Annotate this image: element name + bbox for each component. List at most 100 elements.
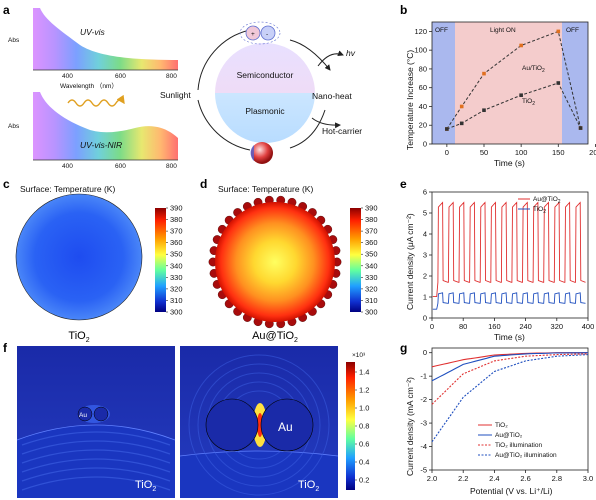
uv-vis-label: UV-vis — [80, 27, 105, 37]
plasmon-sphere-icon — [251, 142, 273, 164]
colorbar-ticks-f: 1.4 1.2 1.0 0.8 0.6 0.4 0.2 — [355, 368, 369, 485]
axes-g: 0 -1 -2 -3 -4 -52.0 2.2 2.4 2.6 2.8 3.0 — [420, 348, 593, 483]
ytick-label-g-3: -3 — [420, 419, 427, 428]
legend-au: Au@TiO2 — [533, 196, 561, 205]
tick-800-bottom: 800 — [166, 163, 177, 170]
colorbar-f-label-0: 1.4 — [359, 368, 369, 377]
series-point-b-1-2 — [482, 108, 486, 113]
colorbar-c — [155, 208, 166, 312]
xtick-label-b-3: 150 — [552, 148, 565, 157]
legend-g-0: TiO₂ — [495, 422, 508, 429]
wave-left-1 — [21, 440, 171, 455]
colorbar-f — [346, 362, 355, 490]
colorbar-d-label-5: 340 — [365, 261, 378, 270]
wave-right-3 — [197, 363, 321, 487]
hv-label: hv — [346, 48, 356, 58]
ytick-label-e-2: 2 — [423, 272, 427, 281]
xtick-label-g-2: 2.4 — [489, 474, 499, 483]
uv-vis-nir-label: UV-vis-NIR — [80, 140, 122, 150]
xtick-label-g-1: 2.2 — [458, 474, 468, 483]
colorbar-c-label-2: 370 — [170, 227, 183, 236]
xtick-label-b-1: 50 — [480, 148, 488, 157]
colorbar-f-label-2: 1.0 — [359, 404, 369, 413]
ylabel-b: Temperature Increase (°C) — [405, 50, 415, 150]
wave-left-4 — [21, 467, 171, 482]
colorbar-f-label-1: 1.2 — [359, 386, 369, 395]
cycle-arc-bottom-left — [197, 99, 251, 151]
ytick-label-b-5: 100 — [414, 46, 427, 55]
au-tio2-temperature-map — [215, 202, 335, 322]
surface-title-d: Surface: Temperature (K) — [218, 184, 313, 194]
series-line-g-1 — [431, 352, 588, 382]
series-group-e — [432, 201, 586, 310]
off-region-right — [562, 22, 588, 144]
plasmonic-label: Plasmonic — [245, 106, 285, 116]
series-label-au: Au/TiO2 — [522, 65, 545, 74]
xlabel-e: Time (s) — [494, 332, 525, 342]
panel-label-c: c — [3, 177, 10, 191]
xtick-label-e-2: 160 — [488, 322, 501, 331]
colorbar-d-label-2: 370 — [365, 227, 378, 236]
colorbar-d-label-0: 390 — [365, 204, 378, 213]
substrate-edge-left — [16, 424, 176, 441]
colorbar-c-label-1: 380 — [170, 215, 183, 224]
colorbar-d-label-7: 320 — [365, 284, 378, 293]
wave-left-5 — [21, 476, 171, 491]
series-group-b — [445, 29, 583, 131]
caption-au-tio2: Au@TiO2 — [252, 330, 298, 344]
wave-left-3 — [21, 458, 171, 473]
au-particle-small-2-icon — [93, 406, 109, 422]
series-point-b-1-5 — [578, 126, 583, 130]
xtick-label-e-3: 240 — [519, 322, 532, 331]
panel-a: a Abs UV-vis 400 600 800 Wavelength （nm）… — [3, 3, 362, 170]
spectrum-uv-vis: Abs UV-vis 400 600 800 Wavelength （nm） — [8, 8, 178, 90]
substrate-edge-right — [179, 450, 339, 457]
xtick-label-b-4: 200 — [589, 148, 596, 157]
series-point-b-1-0 — [445, 127, 449, 131]
legend-g-2: TiO₂ illumination — [495, 442, 542, 449]
tick-800-top: 800 — [166, 73, 177, 80]
arrow-hv-branch — [317, 50, 344, 67]
colorbar-d — [350, 208, 361, 312]
xtick-label-b-0: 0 — [445, 148, 449, 157]
abs-label-bottom: Abs — [8, 123, 20, 130]
series-line-g-3 — [431, 354, 589, 443]
panel-e: e Au@TiO2 TiO2 0 1 2 3 4 5 6 0 80 160 240 320 400 Cu… — [400, 177, 594, 342]
colorbar-c-label-4: 350 — [170, 250, 183, 259]
xtick-label-e-4: 320 — [551, 322, 564, 331]
panel-label-e: e — [400, 177, 407, 191]
series-line-e-0 — [432, 201, 586, 298]
light-on-label: Light ON — [490, 27, 516, 34]
colorbar-f-label-5: 0.4 — [359, 458, 369, 467]
series-line-b-1 — [446, 82, 582, 130]
ytick-label-e-1: 1 — [423, 293, 427, 302]
legend-g-1: Au@TiO₂ — [495, 432, 523, 439]
au-label-small: Au — [79, 412, 87, 419]
sunlight-wave-icon — [67, 94, 125, 107]
tick-600-bottom: 600 — [115, 163, 126, 170]
panel-c: c Surface: Temperature (K) 3903803703603… — [3, 177, 183, 344]
cycle-arc-top-left — [197, 29, 251, 91]
spectrum-uv-vis-nir: Abs UV-vis-NIR 400 600 800 — [8, 92, 178, 170]
colorbar-d-label-6: 330 — [365, 273, 378, 282]
xtick-label-g-4: 2.8 — [552, 474, 562, 483]
tick-600-top: 600 — [115, 73, 126, 80]
minus-sign: - — [266, 31, 268, 38]
panel-label-b: b — [400, 3, 407, 17]
particle-outline — [239, 21, 281, 45]
colorbar-c-label-6: 330 — [170, 273, 183, 282]
panel-label-d: d — [200, 177, 207, 191]
colorbar-f-label-6: 0.2 — [359, 476, 369, 485]
ytick-label-b-2: 40 — [419, 102, 427, 111]
colorbar-c-label-9: 300 — [170, 308, 183, 317]
colorbar-c-label-8: 310 — [170, 296, 183, 305]
tick-400-bottom: 400 — [62, 163, 73, 170]
ytick-label-b-3: 60 — [419, 83, 427, 92]
panel-g: g TiO₂ Au@TiO₂ TiO₂ illumination Au@TiO₂… — [400, 341, 593, 496]
series-line-g-2 — [431, 353, 589, 405]
au-label-large: Au — [278, 420, 293, 434]
colorbar-c-label-0: 390 — [170, 204, 183, 213]
series-line-e-1 — [432, 292, 586, 310]
plot-frame-e — [431, 191, 589, 319]
